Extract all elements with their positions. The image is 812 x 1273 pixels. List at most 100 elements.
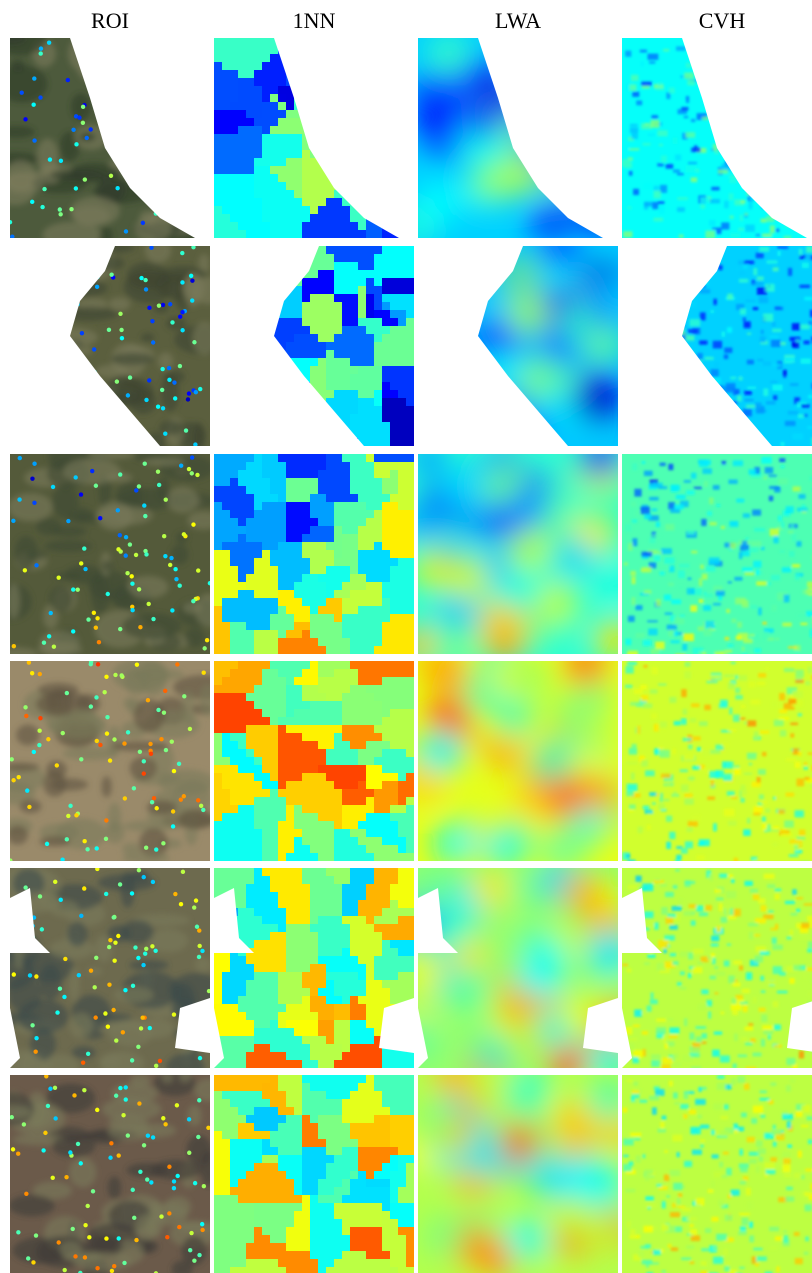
field-speck: [799, 830, 805, 836]
voronoi-cell: [334, 246, 343, 255]
voronoi-cell: [286, 622, 295, 631]
voronoi-cell: [278, 630, 287, 639]
voronoi-cell: [286, 733, 295, 742]
voronoi-cell: [238, 669, 247, 678]
voronoi-cell: [398, 924, 407, 933]
field-speck: [808, 667, 812, 674]
sample-point: [144, 947, 148, 951]
field-speck: [632, 92, 639, 97]
sample-point: [205, 638, 209, 642]
voronoi-cell: [294, 709, 303, 718]
voronoi-cell: [246, 701, 255, 710]
voronoi-cell: [390, 502, 399, 511]
field-speck: [761, 457, 771, 464]
voronoi-cell: [302, 614, 311, 623]
voronoi-cell: [238, 693, 247, 702]
voronoi-cell: [398, 669, 407, 678]
voronoi-cell: [358, 486, 367, 495]
voronoi-cell: [278, 797, 287, 806]
voronoi-cell: [230, 980, 239, 989]
field-speck: [759, 247, 769, 252]
voronoi-cell: [286, 972, 295, 981]
voronoi-cell: [358, 518, 367, 527]
voronoi-cell: [262, 614, 271, 623]
voronoi-cell: [310, 781, 319, 790]
voronoi-cell: [350, 246, 359, 255]
voronoi-cell: [214, 478, 223, 487]
sample-point: [71, 128, 75, 132]
voronoi-cell: [398, 590, 407, 599]
field-speck: [734, 858, 738, 864]
voronoi-cell: [302, 709, 311, 718]
voronoi-cell: [294, 661, 303, 670]
voronoi-cell: [350, 940, 359, 949]
voronoi-cell: [366, 733, 375, 742]
sample-point: [142, 771, 146, 775]
voronoi-cell: [326, 932, 335, 941]
voronoi-cell: [278, 677, 287, 686]
voronoi-cell: [214, 582, 223, 591]
voronoi-cell: [358, 286, 367, 295]
voronoi-cell: [390, 286, 399, 295]
voronoi-cell: [246, 174, 255, 183]
voronoi-cell: [310, 677, 319, 686]
field-speck: [789, 840, 797, 844]
voronoi-cell: [398, 574, 407, 583]
voronoi-cell: [406, 765, 415, 774]
field-blob: [483, 826, 527, 870]
voronoi-cell: [302, 725, 311, 734]
voronoi-cell: [262, 550, 271, 559]
field-speck: [769, 486, 779, 489]
voronoi-cell: [238, 773, 247, 782]
voronoi-cell: [374, 677, 383, 686]
field-blob: [426, 652, 470, 696]
voronoi-cell: [286, 980, 295, 989]
voronoi-cell: [342, 590, 351, 599]
field-speck: [629, 171, 633, 176]
voronoi-cell: [254, 70, 263, 79]
field-speck: [684, 755, 694, 760]
voronoi-cell: [334, 988, 343, 997]
field-speck: [731, 619, 736, 623]
voronoi-cell: [222, 868, 231, 877]
voronoi-cell: [230, 510, 239, 519]
voronoi-cell: [214, 685, 223, 694]
field-speck: [762, 622, 766, 625]
field-speck: [669, 87, 675, 93]
voronoi-cell: [390, 582, 399, 591]
voronoi-cell: [366, 972, 375, 981]
voronoi-cell: [230, 206, 239, 215]
voronoi-cell: [342, 310, 351, 319]
voronoi-cell: [358, 669, 367, 678]
field-speck: [753, 268, 757, 275]
field-speck: [770, 336, 779, 339]
image-tile: [400, 226, 624, 466]
voronoi-cell: [382, 622, 391, 631]
voronoi-cell: [318, 462, 327, 471]
voronoi-cell: [222, 773, 231, 782]
sample-point: [37, 729, 41, 733]
field-speck: [746, 405, 756, 408]
voronoi-cell: [382, 661, 391, 670]
voronoi-cell: [294, 916, 303, 925]
voronoi-cell: [262, 813, 271, 822]
voronoi-cell: [278, 526, 287, 535]
field-speck: [691, 147, 700, 152]
field-speck: [710, 199, 720, 203]
voronoi-cell: [342, 757, 351, 766]
voronoi-cell: [326, 837, 335, 846]
voronoi-cell: [382, 900, 391, 909]
voronoi-cell: [238, 900, 247, 909]
field-speck: [632, 538, 637, 546]
voronoi-cell: [358, 558, 367, 567]
field-speck: [660, 571, 665, 575]
field-speck: [730, 543, 736, 549]
field-speck: [711, 187, 719, 191]
voronoi-cell: [350, 494, 359, 503]
voronoi-cell: [366, 964, 375, 973]
voronoi-cell: [390, 574, 399, 583]
field-speck: [669, 697, 676, 703]
voronoi-cell: [262, 646, 271, 655]
field-speck: [784, 668, 795, 672]
voronoi-cell: [302, 358, 311, 367]
